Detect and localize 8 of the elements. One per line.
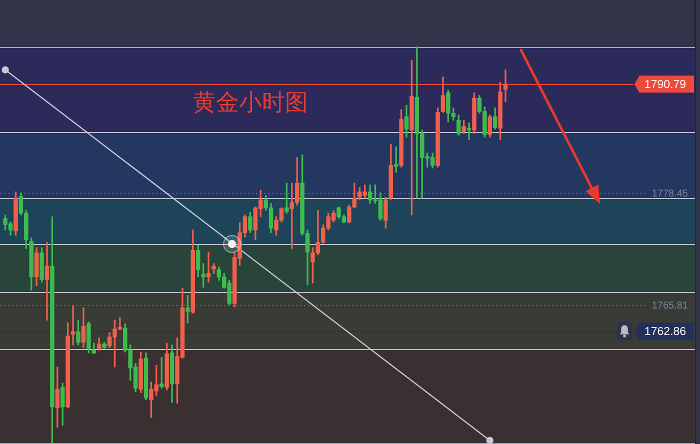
ref-line-label: 1790.79: [644, 78, 686, 91]
candlestick: [394, 146, 398, 173]
text: 黄金小时图: [193, 89, 308, 117]
ref-line-label: 1765.81: [652, 300, 688, 312]
ref-line-label: 1762.86: [644, 326, 686, 338]
ref-line-label: 1778.45: [652, 188, 688, 200]
candlestick: [466, 122, 472, 140]
candlestick: [44, 242, 50, 321]
